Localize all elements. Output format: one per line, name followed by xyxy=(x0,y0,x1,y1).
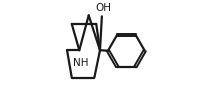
Text: OH: OH xyxy=(96,3,112,13)
Text: NH: NH xyxy=(73,58,89,68)
